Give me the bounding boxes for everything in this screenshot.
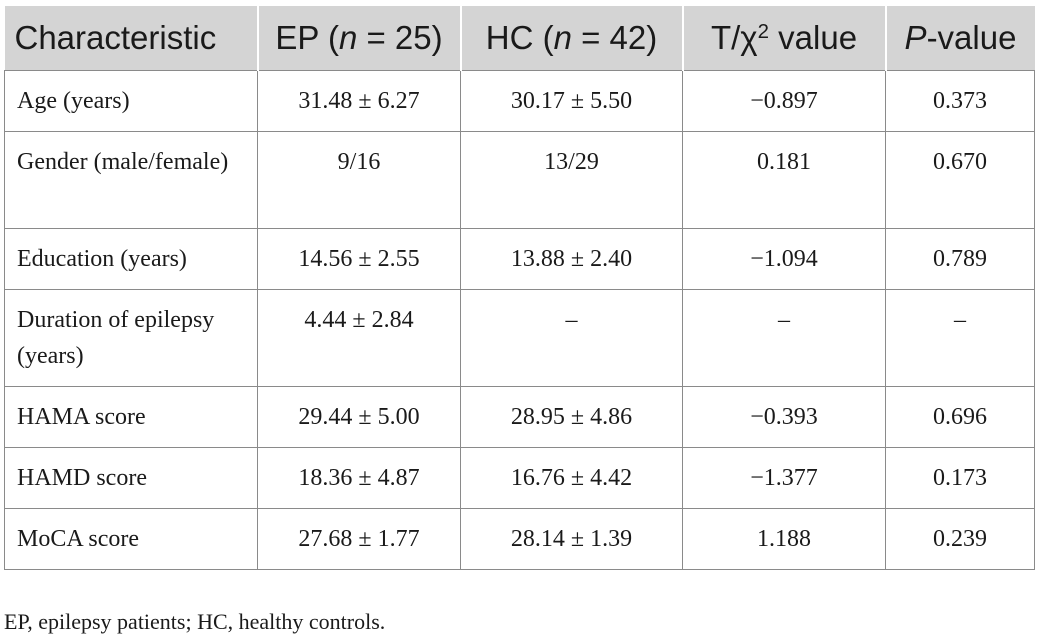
- cell-p-value: –: [885, 289, 1035, 387]
- cell-hc: 28.95 ± 4.86: [460, 386, 683, 448]
- header-text: Characteristic: [14, 19, 217, 56]
- header-row: Characteristic EP (n = 25) HC (n = 42) T…: [4, 6, 1035, 71]
- cell-statistic: 0.181: [682, 131, 886, 229]
- header-text: T/χ: [710, 19, 758, 56]
- cell-ep: 9/16: [257, 131, 461, 229]
- table-row: Duration of epilepsy (years) 4.44 ± 2.84…: [4, 289, 1035, 387]
- cell-statistic: −1.377: [682, 447, 886, 509]
- cell-hc: 13.88 ± 2.40: [460, 228, 683, 290]
- table-row: Age (years) 31.48 ± 6.27 30.17 ± 5.50 −0…: [4, 70, 1035, 132]
- cell-hc: 28.14 ± 1.39: [460, 508, 683, 570]
- header-text: EP (: [275, 19, 339, 56]
- header-statistic: T/χ2 value: [681, 6, 886, 71]
- row-label: HAMA score: [4, 386, 258, 448]
- cell-statistic: −0.393: [682, 386, 886, 448]
- row-label: HAMD score: [4, 447, 258, 509]
- header-p-value: P-value: [884, 6, 1035, 71]
- cell-p-value: 0.670: [885, 131, 1035, 229]
- cell-ep: 31.48 ± 6.27: [257, 70, 461, 132]
- cell-hc: –: [460, 289, 683, 387]
- row-label: Gender (male/female): [4, 131, 258, 229]
- row-label: Duration of epilepsy (years): [4, 289, 258, 387]
- table-row: HAMD score 18.36 ± 4.87 16.76 ± 4.42 −1.…: [4, 447, 1035, 509]
- cell-ep: 29.44 ± 5.00: [257, 386, 461, 448]
- cell-ep: 27.68 ± 1.77: [257, 508, 461, 570]
- cell-p-value: 0.239: [885, 508, 1035, 570]
- cell-statistic: 1.188: [682, 508, 886, 570]
- header-italic: P: [904, 19, 927, 56]
- header-text: -value: [926, 19, 1017, 56]
- cell-ep: 18.36 ± 4.87: [257, 447, 461, 509]
- header-superscript: 2: [757, 19, 769, 43]
- cell-ep: 4.44 ± 2.84: [257, 289, 461, 387]
- table-row: Gender (male/female) 9/16 13/29 0.181 0.…: [4, 131, 1035, 229]
- cell-p-value: 0.373: [885, 70, 1035, 132]
- table-row: MoCA score 27.68 ± 1.77 28.14 ± 1.39 1.1…: [4, 508, 1035, 570]
- cell-hc: 30.17 ± 5.50: [460, 70, 683, 132]
- cell-statistic: −1.094: [682, 228, 886, 290]
- table-row: HAMA score 29.44 ± 5.00 28.95 ± 4.86 −0.…: [4, 386, 1035, 448]
- table-header: Characteristic EP (n = 25) HC (n = 42) T…: [4, 6, 1035, 71]
- cell-p-value: 0.789: [885, 228, 1035, 290]
- row-label: Education (years): [4, 228, 258, 290]
- header-characteristic: Characteristic: [4, 6, 258, 71]
- cell-p-value: 0.173: [885, 447, 1035, 509]
- header-hc: HC (n = 42): [459, 6, 683, 71]
- table-body: Age (years) 31.48 ± 6.27 30.17 ± 5.50 −0…: [4, 70, 1035, 570]
- cell-hc: 16.76 ± 4.42: [460, 447, 683, 509]
- cell-hc: 13/29: [460, 131, 683, 229]
- row-label: MoCA score: [4, 508, 258, 570]
- header-italic: n: [553, 19, 572, 56]
- header-text: HC (: [485, 19, 554, 56]
- cell-p-value: 0.696: [885, 386, 1035, 448]
- table-footnote: EP, epilepsy patients; HC, healthy contr…: [4, 609, 386, 634]
- header-ep: EP (n = 25): [256, 6, 461, 71]
- table-row: Education (years) 14.56 ± 2.55 13.88 ± 2…: [4, 228, 1035, 290]
- header-italic: n: [338, 19, 358, 56]
- header-text: = 42): [571, 19, 658, 56]
- header-text: value: [768, 19, 858, 56]
- header-text: = 25): [357, 19, 443, 56]
- cell-ep: 14.56 ± 2.55: [257, 228, 461, 290]
- demographics-table: Characteristic EP (n = 25) HC (n = 42) T…: [4, 6, 1035, 570]
- cell-statistic: –: [682, 289, 886, 387]
- cell-statistic: −0.897: [682, 70, 886, 132]
- row-label: Age (years): [4, 70, 258, 132]
